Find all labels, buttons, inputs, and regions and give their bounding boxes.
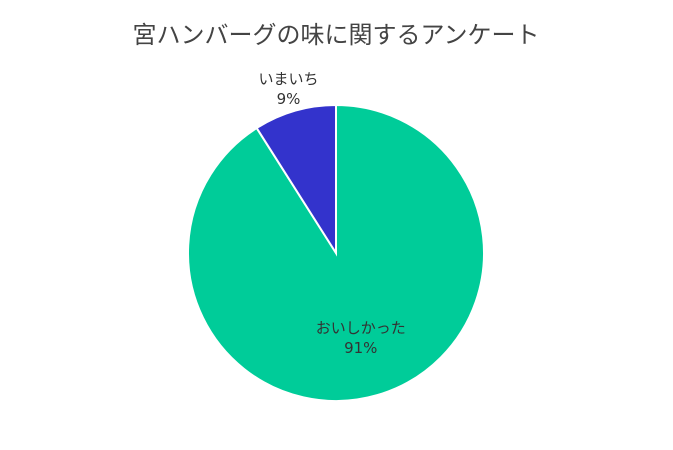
chart-title: 宮ハンバーグの味に関するアンケート (132, 21, 539, 49)
slice-value-label: 9% (277, 90, 301, 108)
pie-slice (255, 103, 337, 257)
slice-value-label: 91% (344, 339, 377, 357)
slice-label: いまいち (259, 70, 319, 88)
slice-label: おいしかった (316, 319, 406, 337)
